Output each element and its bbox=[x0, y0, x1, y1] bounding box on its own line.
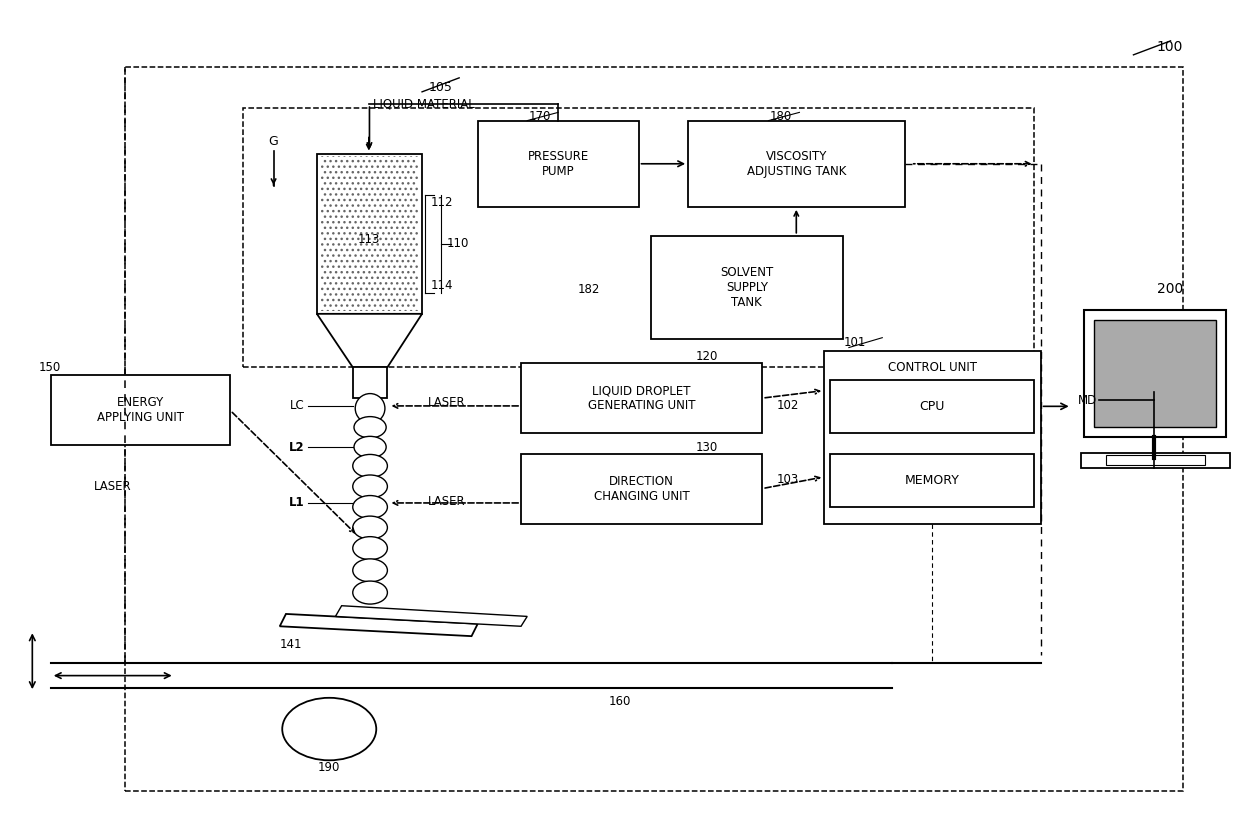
FancyBboxPatch shape bbox=[651, 236, 843, 338]
Text: 180: 180 bbox=[770, 110, 792, 123]
Text: CONTROL UNIT: CONTROL UNIT bbox=[888, 361, 977, 374]
Text: 105: 105 bbox=[428, 81, 453, 94]
Ellipse shape bbox=[355, 394, 384, 423]
Text: 100: 100 bbox=[1157, 40, 1183, 54]
Text: 112: 112 bbox=[430, 196, 453, 210]
Ellipse shape bbox=[352, 475, 387, 498]
Text: LC: LC bbox=[290, 399, 305, 412]
FancyBboxPatch shape bbox=[477, 120, 639, 207]
Polygon shape bbox=[280, 614, 477, 636]
Text: L2: L2 bbox=[289, 441, 305, 454]
FancyBboxPatch shape bbox=[831, 380, 1034, 433]
FancyBboxPatch shape bbox=[243, 108, 1034, 367]
Text: LIQUID MATERIAL: LIQUID MATERIAL bbox=[372, 97, 475, 111]
Text: 114: 114 bbox=[430, 279, 453, 291]
Text: MEMORY: MEMORY bbox=[905, 474, 960, 487]
Text: CPU: CPU bbox=[920, 400, 945, 412]
Ellipse shape bbox=[352, 559, 387, 582]
Text: 141: 141 bbox=[280, 638, 303, 651]
Text: 110: 110 bbox=[446, 238, 469, 251]
FancyBboxPatch shape bbox=[125, 67, 1183, 790]
Text: 101: 101 bbox=[844, 336, 867, 349]
Circle shape bbox=[283, 698, 376, 761]
Text: LASER: LASER bbox=[428, 495, 466, 508]
Text: G: G bbox=[269, 134, 279, 148]
Text: 160: 160 bbox=[609, 695, 631, 709]
Ellipse shape bbox=[352, 536, 387, 559]
Text: 130: 130 bbox=[696, 441, 718, 454]
FancyBboxPatch shape bbox=[825, 351, 1040, 524]
Polygon shape bbox=[317, 314, 422, 367]
Text: DIRECTION
CHANGING UNIT: DIRECTION CHANGING UNIT bbox=[594, 474, 689, 502]
Text: 200: 200 bbox=[1157, 282, 1184, 296]
Ellipse shape bbox=[352, 581, 387, 604]
FancyBboxPatch shape bbox=[1106, 455, 1205, 465]
Bar bbox=[321, 156, 418, 311]
Text: 120: 120 bbox=[696, 350, 718, 363]
FancyBboxPatch shape bbox=[521, 363, 763, 433]
Text: 103: 103 bbox=[777, 474, 800, 487]
Text: 182: 182 bbox=[578, 283, 600, 295]
Text: 113: 113 bbox=[357, 233, 379, 247]
Ellipse shape bbox=[352, 516, 387, 539]
FancyBboxPatch shape bbox=[51, 375, 231, 446]
Bar bbox=[352, 367, 387, 398]
Text: ENERGY
APPLYING UNIT: ENERGY APPLYING UNIT bbox=[97, 397, 184, 424]
Text: LASER: LASER bbox=[428, 396, 466, 409]
Text: 170: 170 bbox=[528, 110, 551, 123]
Text: SOLVENT
SUPPLY
TANK: SOLVENT SUPPLY TANK bbox=[720, 266, 774, 309]
FancyBboxPatch shape bbox=[831, 454, 1034, 507]
Ellipse shape bbox=[353, 436, 386, 458]
FancyBboxPatch shape bbox=[1081, 453, 1230, 468]
Ellipse shape bbox=[352, 496, 387, 519]
FancyBboxPatch shape bbox=[688, 120, 904, 207]
Polygon shape bbox=[336, 606, 527, 626]
Text: 102: 102 bbox=[777, 399, 800, 412]
Text: LASER: LASER bbox=[94, 480, 131, 493]
FancyBboxPatch shape bbox=[521, 454, 763, 524]
FancyBboxPatch shape bbox=[1094, 320, 1216, 427]
Text: MD: MD bbox=[1078, 394, 1097, 407]
Text: LIQUID DROPLET
GENERATING UNIT: LIQUID DROPLET GENERATING UNIT bbox=[588, 384, 696, 412]
Ellipse shape bbox=[352, 455, 387, 478]
Text: VISCOSITY
ADJUSTING TANK: VISCOSITY ADJUSTING TANK bbox=[746, 150, 846, 177]
Ellipse shape bbox=[353, 417, 386, 438]
FancyBboxPatch shape bbox=[1084, 309, 1226, 437]
Text: 150: 150 bbox=[38, 361, 61, 374]
Bar bbox=[317, 153, 422, 314]
Text: L1: L1 bbox=[289, 497, 305, 510]
Text: PRESSURE
PUMP: PRESSURE PUMP bbox=[527, 150, 589, 177]
Text: 190: 190 bbox=[319, 761, 341, 774]
